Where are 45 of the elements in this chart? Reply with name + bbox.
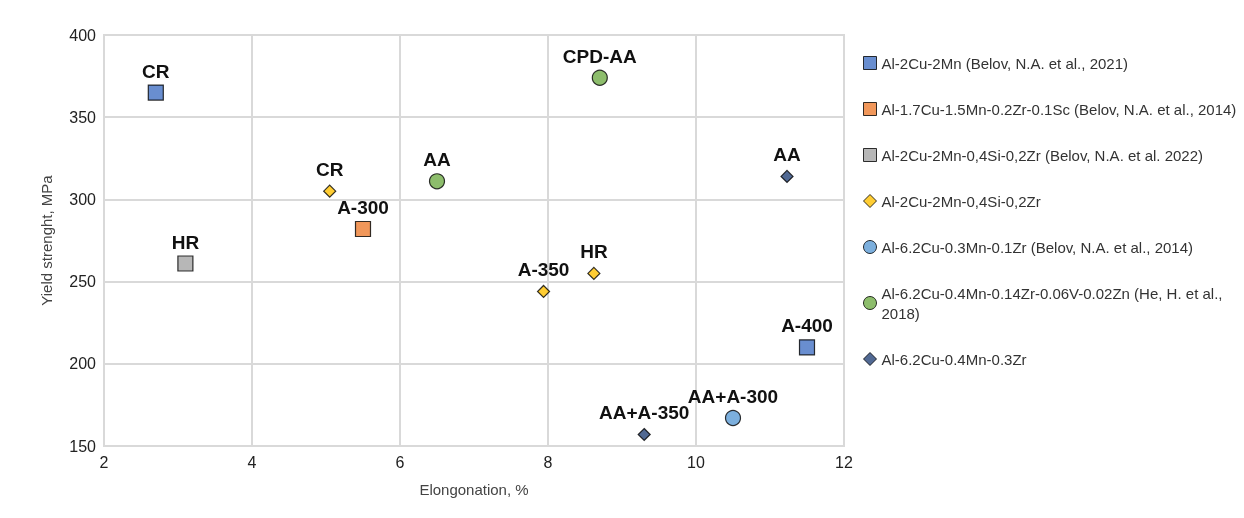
annotation: HR xyxy=(580,241,608,263)
legend-label: Al-6.2Cu-0.4Mn-0.3Zr xyxy=(881,350,1027,368)
annotation: HR xyxy=(171,231,200,253)
annotation: AA+A-350 xyxy=(599,402,690,424)
y-axis-title: Yield strenght, MPa xyxy=(38,174,55,306)
y-tick-label: 200 xyxy=(69,355,97,373)
annotation: AA xyxy=(423,149,451,171)
x-tick-label: 6 xyxy=(395,453,405,471)
annotation: AA+A-300 xyxy=(687,386,779,408)
y-tick-label: 150 xyxy=(69,437,97,455)
legend-label: Al-2Cu-2Mn-0,4Si-0,2Zr xyxy=(881,192,1041,210)
legend-label: Al-1.7Cu-1.5Mn-0.2Zr-0.1Sc (Belov, N.A. et al., 2014) xyxy=(881,100,1237,118)
y-tick-label: 300 xyxy=(69,190,97,208)
legend-label: Al-2Cu-2Mn (Belov, N.A. et al., 2021) xyxy=(881,54,1128,72)
point xyxy=(323,184,337,198)
point xyxy=(637,427,651,442)
x-tick-label: 8 xyxy=(543,453,553,471)
annotation: AA xyxy=(773,144,802,166)
point xyxy=(591,69,608,86)
annotation: CPD-AA xyxy=(562,45,638,67)
point xyxy=(354,220,372,238)
x-tick-label: 2 xyxy=(99,453,109,471)
y-tick-label: 250 xyxy=(69,273,97,291)
annotation: A-350 xyxy=(517,259,570,281)
point xyxy=(724,409,742,427)
legend-label: Al-2Cu-2Mn-0,4Si-0,2Zr (Belov, N.A. et al. 2022) xyxy=(881,146,1204,164)
y-tick-label: 350 xyxy=(69,108,97,126)
point xyxy=(428,173,446,190)
point xyxy=(177,255,194,272)
y-tick-label: 400 xyxy=(69,26,97,44)
point xyxy=(536,284,551,299)
annotation: CR xyxy=(142,60,170,82)
x-tick-label: 10 xyxy=(687,453,705,471)
point xyxy=(147,84,164,101)
annotation: A-300 xyxy=(337,196,389,218)
x-tick-label: 12 xyxy=(835,453,853,471)
point xyxy=(587,266,601,280)
point xyxy=(798,339,816,356)
legend-label: Al-6.2Cu-0.4Mn-0.14Zr-0.06V-0.02Zn (He, H. et al., 2018) xyxy=(881,284,1227,322)
point xyxy=(780,169,794,183)
annotation: A-400 xyxy=(781,315,833,337)
x-tick-label: 4 xyxy=(247,453,257,471)
annotation: CR xyxy=(315,159,344,181)
x-axis-title: Elongonation, % xyxy=(419,481,529,498)
legend-label: Al-6.2Cu-0.3Mn-0.1Zr (Belov, N.A. et al., 2014) xyxy=(881,238,1194,256)
